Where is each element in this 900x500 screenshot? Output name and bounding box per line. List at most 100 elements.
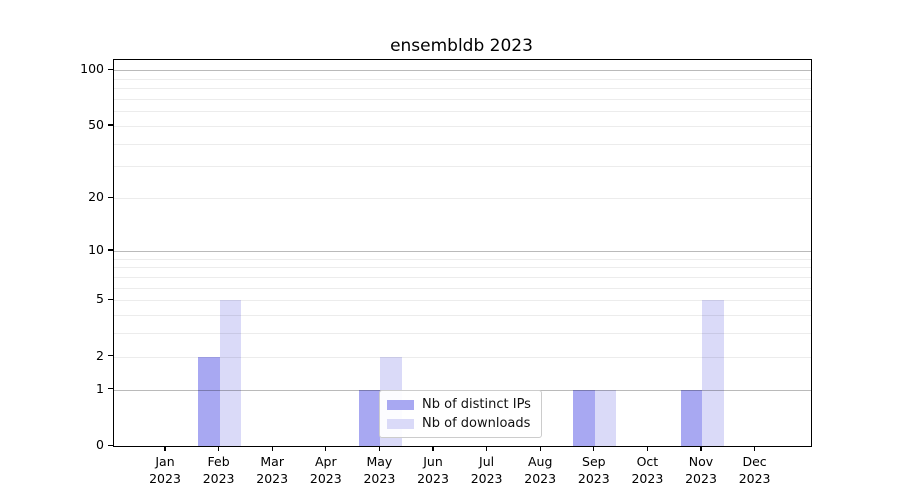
x-tick-year: 2023 [631, 470, 664, 486]
x-tick-label-sep: Sep 2023 [562, 454, 626, 487]
x-tick-mark [646, 446, 649, 452]
y-tick-label: 0 [96, 437, 104, 452]
x-tick-mark [539, 446, 541, 452]
gridline-40 [114, 143, 811, 145]
x-tick-mark [325, 446, 327, 452]
x-tick-month: Jan [155, 454, 175, 469]
bar-ips-feb [198, 356, 220, 446]
y-tick-mark [108, 388, 113, 390]
bar-ips-nov [680, 389, 702, 446]
x-tick-year: 2023 [524, 470, 557, 486]
x-tick-label-mar: Mar 2023 [240, 454, 304, 487]
x-tick-mark [378, 446, 381, 452]
gridline-30 [114, 166, 811, 168]
plot-area [113, 59, 812, 447]
y-tick-mark [108, 298, 113, 300]
gridline-5 [114, 300, 811, 302]
bar-ips-may [358, 389, 381, 446]
y-tick-label: 100 [80, 61, 104, 77]
x-tick-year: 2023 [738, 470, 771, 486]
y-tick-label: 10 [88, 241, 104, 257]
x-tick-year: 2023 [149, 470, 181, 486]
gridline-3 [114, 333, 811, 335]
y-tick-label: 50 [88, 116, 104, 132]
y-tick-label: 1 [96, 380, 104, 396]
x-tick-label-aug: Aug 2023 [508, 454, 572, 487]
x-tick-year: 2023 [577, 470, 610, 486]
x-tick-month: Dec [742, 454, 767, 469]
x-tick-mark [700, 446, 702, 452]
gridline-100 [114, 70, 811, 72]
gridline-7 [114, 276, 811, 278]
x-tick-month: Sep [582, 454, 606, 469]
y-tick-label: 20 [88, 189, 104, 205]
gridline-80 [114, 88, 811, 90]
x-tick-month: Jun [423, 454, 443, 469]
legend-swatch [387, 418, 414, 429]
x-tick-month: Nov [688, 454, 714, 469]
x-tick-label-jun: Jun 2023 [401, 454, 465, 487]
gridline-6 [114, 287, 811, 289]
x-tick-year: 2023 [363, 470, 396, 486]
legend-swatch [387, 399, 414, 410]
x-tick-month: Feb [207, 454, 230, 469]
y-tick-mark [108, 444, 113, 446]
x-tick-label-jan: Jan 2023 [133, 454, 197, 487]
x-tick-month: Mar [260, 454, 284, 469]
legend-label: Nb of distinct IPs [422, 397, 531, 412]
gridline-60 [114, 111, 811, 113]
y-tick-label: 2 [96, 347, 104, 363]
x-tick-mark [271, 446, 273, 452]
gridline-4 [114, 314, 811, 316]
x-tick-month: Jul [479, 454, 495, 469]
x-tick-mark [593, 446, 595, 452]
x-tick-label-oct: Oct 2023 [615, 454, 679, 487]
x-tick-month: Apr [314, 454, 337, 469]
x-tick-year: 2023 [202, 470, 235, 486]
y-tick-mark [108, 355, 113, 357]
gridline-8 [114, 267, 811, 269]
y-tick-mark [108, 249, 113, 251]
y-tick-mark [108, 196, 113, 198]
legend-item: Nb of distinct IPs [387, 397, 531, 412]
y-tick-mark [108, 68, 113, 70]
x-tick-label-apr: Apr 2023 [294, 454, 358, 487]
bar-downloads-feb [219, 300, 242, 446]
x-tick-label-may: May 2023 [347, 454, 411, 487]
x-tick-label-nov: Nov 2023 [669, 454, 733, 487]
x-tick-year: 2023 [256, 470, 289, 486]
bar-downloads-sep [594, 389, 617, 446]
gridline-9 [114, 258, 811, 260]
x-tick-label-jul: Jul 2023 [455, 454, 519, 487]
legend-label: Nb of downloads [422, 416, 531, 431]
x-tick-year: 2023 [309, 470, 342, 486]
gridline-90 [114, 78, 811, 80]
x-tick-month: Oct [636, 454, 659, 469]
y-tick-mark [108, 124, 113, 126]
x-tick-year: 2023 [417, 470, 449, 486]
x-tick-mark [485, 446, 488, 452]
x-tick-mark [432, 446, 434, 452]
chart-title: ensembldb 2023 [390, 36, 533, 56]
legend-item: Nb of downloads [387, 416, 531, 431]
x-tick-label-feb: Feb 2023 [187, 454, 251, 487]
x-tick-mark [217, 446, 220, 452]
gridlines-layer [114, 60, 811, 446]
bar-ips-sep [573, 389, 595, 446]
y-tick-label: 5 [96, 291, 104, 307]
x-tick-month: Aug [527, 454, 553, 469]
x-tick-month: May [366, 454, 393, 469]
gridline-50 [114, 125, 811, 127]
bar-downloads-nov [702, 300, 724, 446]
gridline-10 [114, 250, 811, 252]
x-tick-year: 2023 [685, 470, 717, 486]
gridline-70 [114, 98, 811, 100]
x-tick-label-dec: Dec 2023 [723, 454, 787, 487]
legend: Nb of distinct IPs Nb of downloads [379, 390, 542, 438]
gridline-2 [114, 356, 811, 358]
x-tick-mark [164, 446, 166, 452]
gridline-20 [114, 198, 811, 200]
x-tick-year: 2023 [470, 470, 503, 486]
x-tick-mark [753, 446, 756, 452]
